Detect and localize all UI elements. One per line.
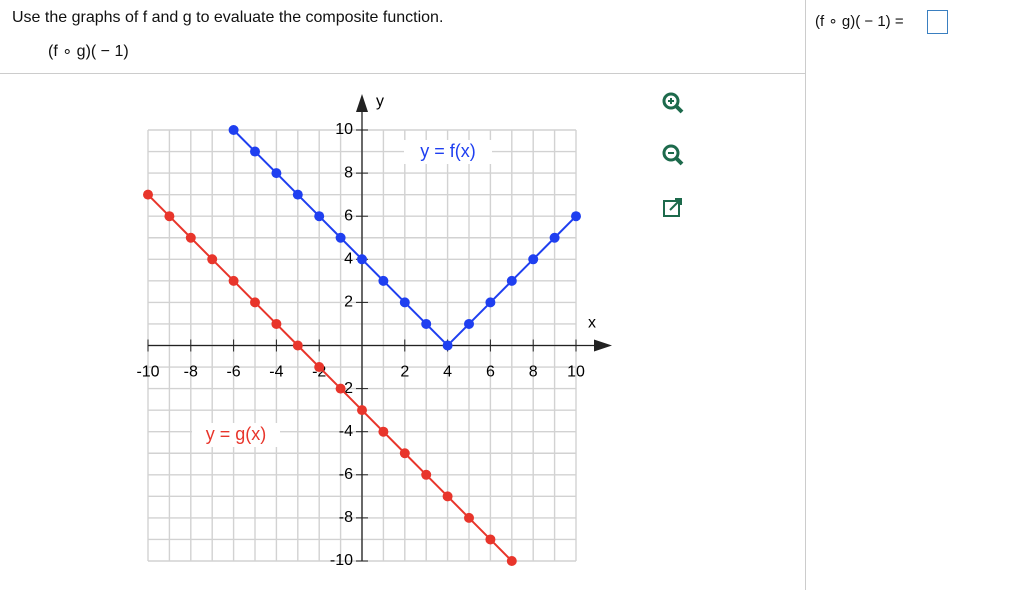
data-point [207,254,218,265]
y-tick-label: -8 [339,509,353,526]
series-label: y = f(x) [420,141,476,161]
y-tick-label: 6 [344,207,353,224]
series-line [147,193,513,562]
data-point [399,448,410,459]
divider [805,0,806,590]
label-bg [192,423,280,447]
x-tick-label: 10 [567,364,585,381]
x-tick-label: 4 [443,364,452,381]
y-tick-label: -6 [339,466,353,483]
instruction: Use the graphs of f and g to evaluate th… [12,9,444,26]
y-axis-label: y [376,93,384,110]
data-point [271,318,282,329]
zoom-in[interactable] [660,90,686,116]
pop-out[interactable] [660,195,686,221]
x-tick-label: -4 [269,364,283,381]
data-point [143,189,153,200]
y-axis-arrow [356,94,368,112]
x-tick-label: -6 [226,364,240,381]
x-tick-label: -10 [136,364,159,381]
x-tick-label: -8 [184,364,198,381]
data-point [421,318,432,329]
data-point [549,232,560,243]
data-point [164,211,175,222]
data-point [357,405,367,416]
zoom-out[interactable] [660,142,686,168]
y-tick-label: 8 [344,164,353,181]
y-tick-label: -4 [339,423,353,440]
data-point [292,340,303,351]
data-point [442,340,453,351]
data-point [335,383,346,394]
series-label: y = g(x) [206,424,267,444]
data-point [335,232,346,243]
data-point [250,297,260,308]
x-tick-label: 6 [486,364,495,381]
data-point [314,362,325,373]
x-axis-label: x [588,315,596,332]
data-point [185,232,196,243]
data-point [506,556,517,566]
data-point [292,189,303,200]
expression: (f ∘ g)( − 1) [48,43,129,60]
data-point [228,275,239,286]
y-tick-label: -10 [330,552,353,569]
data-point [485,534,496,545]
data-point [571,211,581,222]
data-point [528,254,539,265]
data-point [485,297,496,308]
data-point [378,275,389,286]
data-point [442,491,453,502]
answer-box[interactable] [927,10,948,34]
data-point [421,469,432,480]
data-point [506,275,517,286]
data-point [228,125,239,135]
data-point [464,318,474,329]
data-point [314,211,325,222]
data-point [271,168,282,179]
data-point [250,146,260,157]
divider [0,73,805,74]
data-point [399,297,410,308]
x-tick-label: 8 [529,364,538,381]
x-tick-label: 2 [400,364,409,381]
data-point [357,254,367,265]
data-point [378,426,389,437]
y-tick-label: 10 [335,121,353,138]
answer-prompt: (f ∘ g)( − 1) = [815,13,904,30]
label-bg [404,140,492,164]
data-point [464,512,474,523]
x-axis-arrow [594,339,612,352]
y-tick-label: 4 [344,251,353,268]
y-tick-label: 2 [344,294,353,311]
